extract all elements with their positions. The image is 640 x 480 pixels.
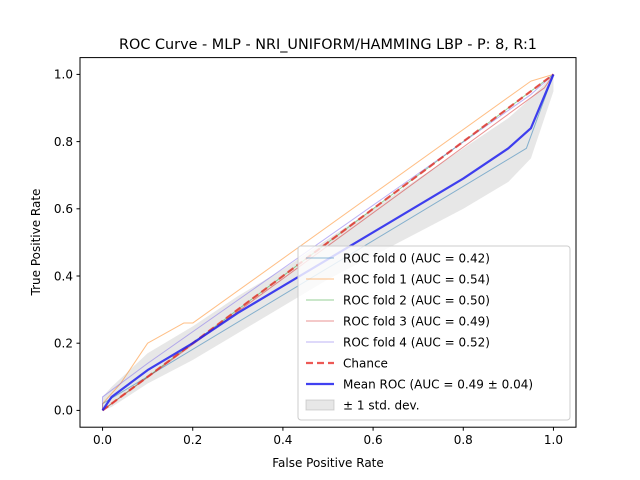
x-tick-label: 0.8 xyxy=(454,433,473,447)
y-tick-label: 1.0 xyxy=(54,68,73,82)
x-axis-label: False Positive Rate xyxy=(272,456,384,470)
series-line-1 xyxy=(102,73,554,411)
y-tick-label: 0.6 xyxy=(54,202,73,216)
y-axis-ticks: 0.0 0.2 0.4 0.6 0.8 1.0 xyxy=(54,68,80,418)
legend: ROC fold 0 (AUC = 0.42) ROC fold 1 (AUC =… xyxy=(297,245,571,421)
y-tick-label: 0.2 xyxy=(54,337,73,351)
legend-label: ROC fold 2 (AUC = 0.50) xyxy=(343,294,490,308)
y-axis-label: True Positive Rate xyxy=(29,189,43,297)
y-tick-label: 0.8 xyxy=(54,135,73,149)
series-line-5 xyxy=(101,73,555,412)
legend-box xyxy=(297,245,571,421)
x-tick-label: 0.0 xyxy=(93,433,112,447)
legend-swatch xyxy=(305,399,335,411)
legend-label: ± 1 std. dev. xyxy=(343,399,420,413)
x-tick-label: 0.6 xyxy=(364,433,383,447)
y-tick-label: 0.0 xyxy=(54,404,73,418)
legend-label: Mean ROC (AUC = 0.49 ± 0.04) xyxy=(343,378,533,392)
legend-label: ROC fold 4 (AUC = 0.52) xyxy=(343,336,490,350)
series-line-4 xyxy=(102,74,554,411)
x-axis-ticks: 0.0 0.2 0.4 0.6 0.8 1.0 xyxy=(93,427,563,447)
legend-label: ROC fold 1 (AUC = 0.54) xyxy=(343,273,490,287)
y-tick-label: 0.4 xyxy=(54,269,73,283)
legend-label: ROC fold 3 (AUC = 0.49) xyxy=(343,315,490,329)
x-tick-label: 0.2 xyxy=(183,433,202,447)
chart-title: ROC Curve - MLP - NRI_UNIFORM/HAMMING LB… xyxy=(119,37,537,53)
legend-label: Chance xyxy=(343,357,388,371)
x-tick-label: 0.4 xyxy=(273,433,292,447)
legend-label: ROC fold 0 (AUC = 0.42) xyxy=(343,252,490,266)
x-tick-label: 1.0 xyxy=(544,433,563,447)
plot-frame xyxy=(79,57,577,428)
